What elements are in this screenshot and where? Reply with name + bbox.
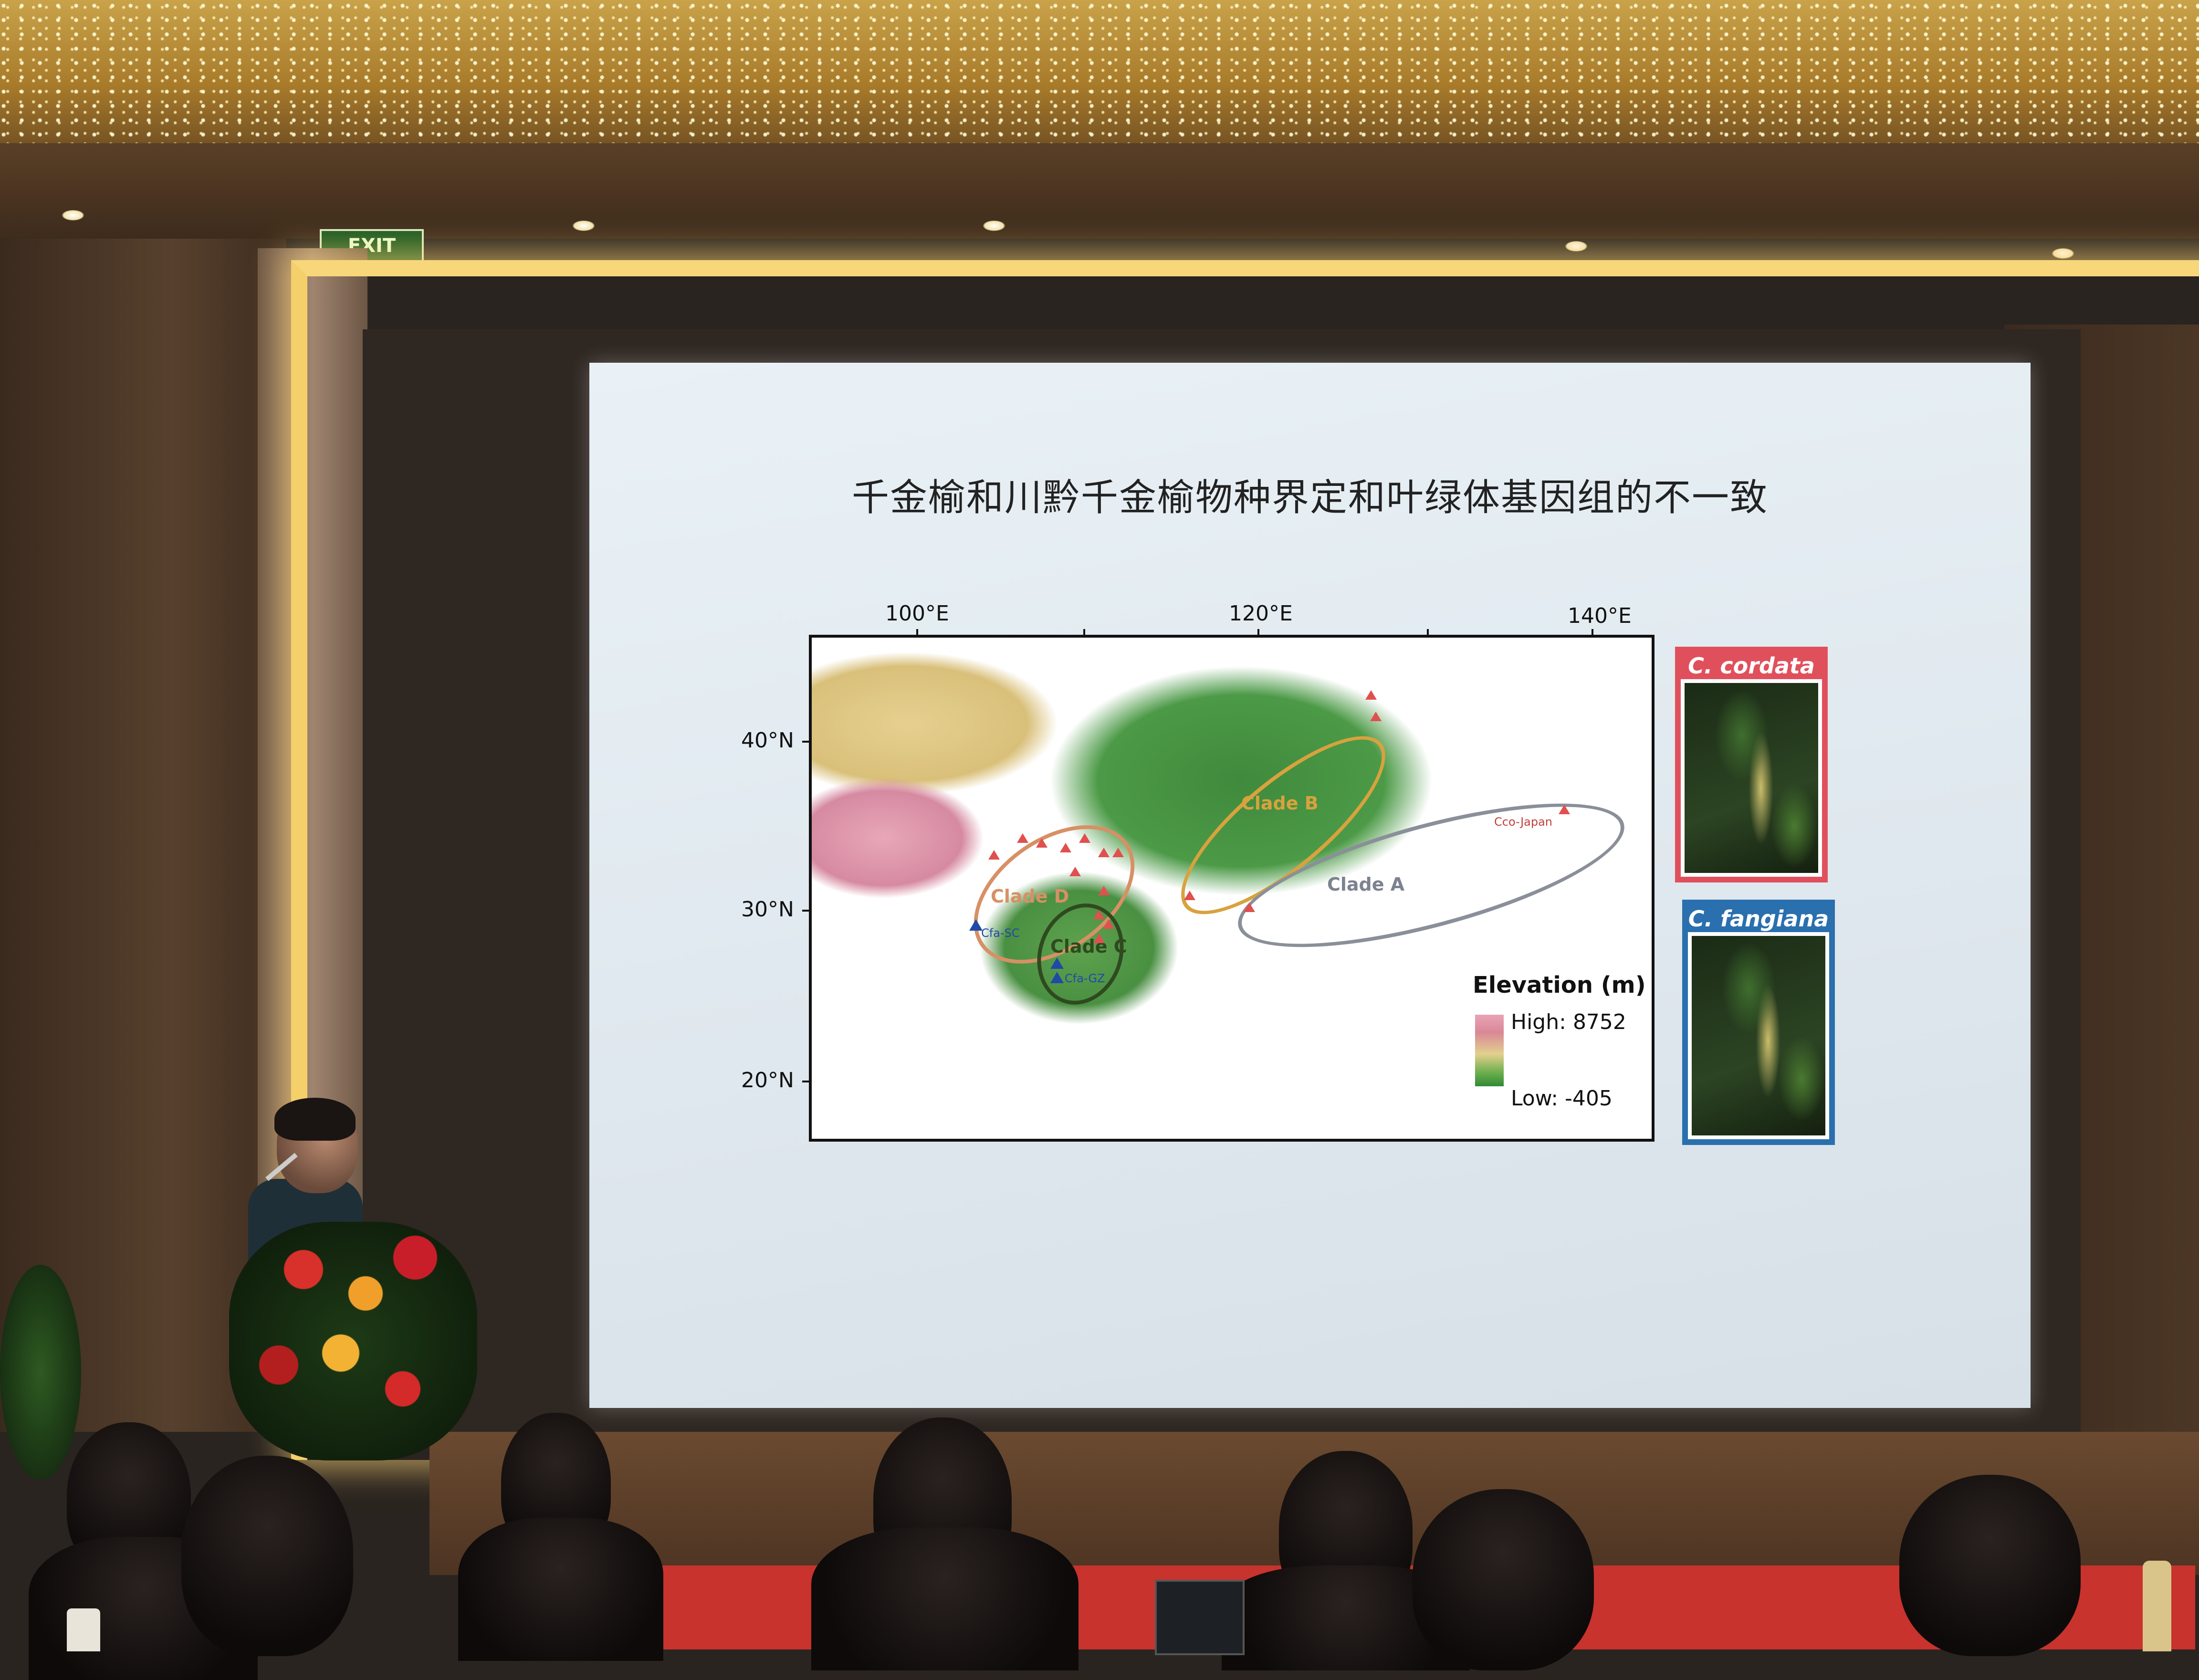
legend-title: Elevation (m) — [1473, 972, 1646, 998]
audience-head — [181, 1456, 353, 1656]
sample-site-marker — [1244, 903, 1255, 912]
lon-tick — [916, 629, 918, 636]
lon-label: 120°E — [1229, 601, 1293, 626]
sample-site-marker — [1098, 886, 1110, 895]
sample-site-marker — [1036, 838, 1047, 848]
site-label-cco-japan: Cco-Japan — [1494, 815, 1553, 829]
legend-high: High: 8752 — [1511, 1010, 1626, 1034]
sample-site-marker — [1112, 848, 1124, 857]
lon-tick — [1592, 629, 1593, 636]
lat-tick — [802, 1081, 809, 1082]
species-name: C. cordata — [1681, 652, 1822, 679]
speaker-hair — [274, 1098, 356, 1141]
sample-site-marker — [1093, 934, 1105, 943]
audience-head — [1899, 1475, 2081, 1656]
lat-tick — [802, 910, 809, 912]
site-label-cfa-gz: Cfa-GZ — [1065, 972, 1105, 985]
ceiling-spotlight — [573, 220, 595, 231]
lat-label: 30°N — [741, 897, 794, 922]
lat-label: 40°N — [741, 728, 794, 753]
clade-d-label: Clade D — [991, 886, 1069, 907]
lat-tick — [802, 741, 809, 743]
lon-label: 100°E — [885, 601, 949, 626]
sample-site-marker — [1559, 805, 1570, 814]
ceiling-spotlight — [983, 220, 1005, 231]
lon-label: 140°E — [1568, 604, 1632, 628]
species-name: C. fangiana — [1688, 905, 1829, 932]
sample-site-marker — [1370, 712, 1382, 721]
audience-head — [1413, 1489, 1594, 1670]
lon-tick — [1427, 629, 1429, 636]
lat-label: 20°N — [741, 1068, 794, 1092]
left-wall — [0, 239, 286, 1432]
audience-shoulders — [458, 1518, 663, 1661]
ceiling-spotlight — [62, 210, 84, 220]
potted-plant — [0, 1265, 81, 1480]
ceiling-spotlight — [1565, 241, 1587, 252]
clade-a-label: Clade A — [1327, 874, 1405, 895]
elevation-color-bar — [1475, 1015, 1504, 1086]
lon-tick — [1083, 629, 1085, 636]
slide-title: 千金榆和川黔千金榆物种界定和叶绿体基因组的不一致 — [851, 476, 1768, 519]
projected-slide: 千金榆和川黔千金榆物种界定和叶绿体基因组的不一致 100°E 120°E 140… — [589, 363, 2031, 1408]
sample-site-marker — [1184, 891, 1195, 900]
clade-c-label: Clade C — [1050, 936, 1127, 957]
audience-shoulders — [811, 1527, 1079, 1670]
species-photo — [1692, 936, 1825, 1135]
cfa-sc-marker — [969, 919, 983, 931]
cfa-gz-marker — [1050, 972, 1064, 983]
sample-site-marker — [1093, 910, 1105, 919]
ceiling-spotlight — [2052, 248, 2074, 259]
sample-site-marker — [1069, 867, 1081, 876]
sample-site-marker — [988, 850, 1000, 860]
sample-site-marker — [1103, 919, 1114, 929]
cfa-gz-marker — [1050, 957, 1064, 969]
species-photo — [1685, 683, 1818, 873]
sample-site-marker — [1079, 833, 1090, 843]
species-panel-cordata: C. cordata — [1675, 647, 1828, 882]
species-panel-fangiana: C. fangiana — [1682, 900, 1835, 1145]
lon-tick — [1257, 629, 1259, 636]
site-label-cfa-sc: Cfa-SC — [981, 926, 1020, 940]
laptop — [1155, 1580, 1245, 1655]
elevation-map: Clade D Clade C Clade B Clade A C — [809, 635, 1654, 1142]
water-bottle — [2143, 1561, 2171, 1651]
water-bottle — [67, 1608, 100, 1651]
sample-site-marker — [1098, 848, 1110, 857]
ceiling-band — [0, 143, 2199, 239]
ceiling-chandelier — [0, 0, 2199, 158]
sample-site-marker — [1060, 843, 1071, 852]
clade-b-label: Clade B — [1241, 793, 1319, 814]
podium-flower-arrangement — [229, 1222, 477, 1460]
sample-site-marker — [1365, 690, 1377, 700]
legend-low: Low: -405 — [1511, 1086, 1613, 1111]
sample-site-marker — [1017, 833, 1028, 843]
